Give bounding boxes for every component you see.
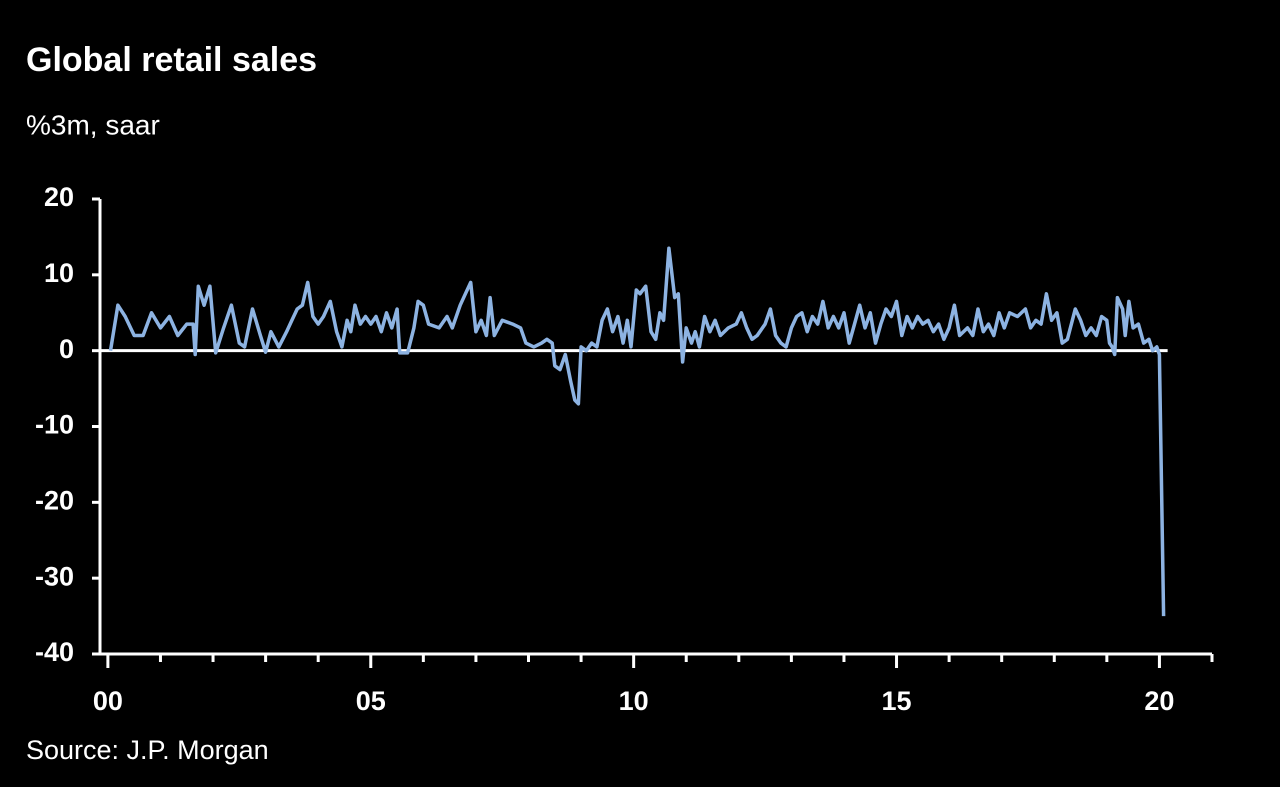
x-tick-label: 20 — [1144, 686, 1174, 716]
y-tick-label: -40 — [35, 637, 74, 667]
y-tick-label: -20 — [35, 485, 74, 515]
y-tick-label: 10 — [44, 258, 74, 288]
x-tick-label: 15 — [882, 686, 912, 716]
y-tick-label: 0 — [59, 334, 74, 364]
data-line — [108, 246, 1166, 617]
y-tick-label: 20 — [44, 182, 74, 212]
chart-subtitle: %3m, saar — [26, 109, 160, 140]
x-tick-label: 00 — [93, 686, 123, 716]
y-tick-label: -10 — [35, 410, 74, 440]
x-tick-label: 05 — [356, 686, 386, 716]
source-note: Source: J.P. Morgan — [26, 735, 269, 765]
y-tick-label: -30 — [35, 561, 74, 591]
x-tick-label: 10 — [619, 686, 649, 716]
chart-title: Global retail sales — [26, 41, 317, 79]
